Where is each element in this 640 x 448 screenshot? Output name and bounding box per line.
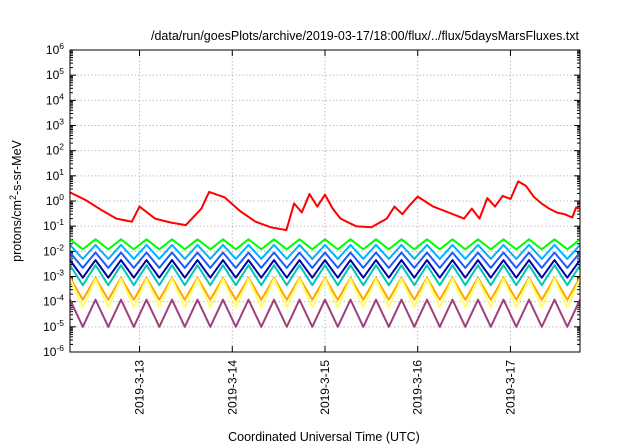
y-tick-exp: -6 (56, 343, 64, 353)
y-axis-label-sup: 2 (8, 195, 18, 200)
y-tick-exp: 3 (59, 117, 64, 127)
y-tick-base: 10 (43, 270, 57, 284)
series-line-3 (69, 243, 581, 260)
x-tick-label: 2019-3-16 (411, 360, 425, 415)
series-line-8 (69, 277, 581, 309)
series-line-9 (69, 298, 581, 328)
y-tick-base: 10 (43, 219, 57, 233)
y-tick-label: 103 (46, 117, 64, 133)
y-tick-base: 10 (46, 169, 60, 183)
y-tick-base: 10 (46, 93, 60, 107)
y-tick-base: 10 (46, 43, 60, 57)
x-tick-label: 2019-3-17 (503, 360, 517, 415)
x-tick-label: 2019-3-14 (225, 360, 239, 415)
x-tick-label: 2019-3-13 (133, 360, 147, 415)
y-tick-label: 10-1 (43, 217, 64, 233)
series-group (69, 180, 581, 328)
y-axis-label-rest: -s-sr-MeV (10, 139, 24, 195)
y-tick-base: 10 (43, 244, 57, 258)
y-tick-label: 10-5 (43, 318, 64, 334)
y-tick-label: 10-4 (43, 293, 64, 309)
y-tick-label: 101 (46, 167, 64, 183)
y-tick-label: 10-6 (43, 343, 64, 359)
y-tick-base: 10 (43, 320, 57, 334)
x-axis-label: Coordinated Universal Time (UTC) (228, 430, 420, 444)
y-tick-exp: 2 (59, 142, 64, 152)
series-line-7 (69, 276, 581, 301)
y-tick-base: 10 (46, 194, 60, 208)
x-tick-label: 2019-3-15 (318, 360, 332, 415)
y-tick-exp: 6 (59, 41, 64, 51)
y-tick-base: 10 (43, 345, 57, 359)
y-tick-label: 105 (46, 66, 64, 82)
y-tick-label: 106 (46, 41, 64, 57)
grid (70, 50, 580, 352)
series-line-2 (69, 238, 581, 251)
y-tick-label: 10-3 (43, 268, 64, 284)
x-axis: 2019-3-13 2019-3-14 2019-3-15 2019-3-16 2019… (133, 50, 517, 415)
y-axis-label-base: protons/cm (10, 200, 24, 262)
y-tick-exp: -5 (56, 318, 64, 328)
y-tick-exp: 0 (59, 192, 64, 202)
y-tick-label: 10-2 (43, 242, 64, 258)
y-tick-exp: -1 (56, 217, 64, 227)
y-tick-exp: -4 (56, 293, 64, 303)
y-tick-exp: -3 (56, 268, 64, 278)
series-line-5 (69, 259, 581, 279)
series-line-1 (69, 180, 581, 232)
y-tick-label: 100 (46, 192, 64, 208)
y-tick-base: 10 (46, 144, 60, 158)
y-tick-base: 10 (46, 68, 60, 82)
y-tick-base: 10 (46, 119, 60, 133)
y-tick-label: 104 (46, 91, 64, 107)
y-tick-exp: 4 (59, 91, 64, 101)
y-tick-label: 102 (46, 142, 64, 158)
chart-title: /data/run/goesPlots/archive/2019-03-17/1… (151, 29, 580, 43)
series-line-6 (69, 264, 581, 287)
plot-frame (69, 49, 581, 353)
y-tick-exp: 5 (59, 66, 64, 76)
y-tick-base: 10 (43, 295, 57, 309)
series-line-4 (69, 251, 581, 269)
y-axis-label: protons/cm2-s-sr-MeV (8, 139, 24, 261)
y-tick-exp: 1 (59, 167, 64, 177)
y-tick-exp: -2 (56, 242, 64, 252)
